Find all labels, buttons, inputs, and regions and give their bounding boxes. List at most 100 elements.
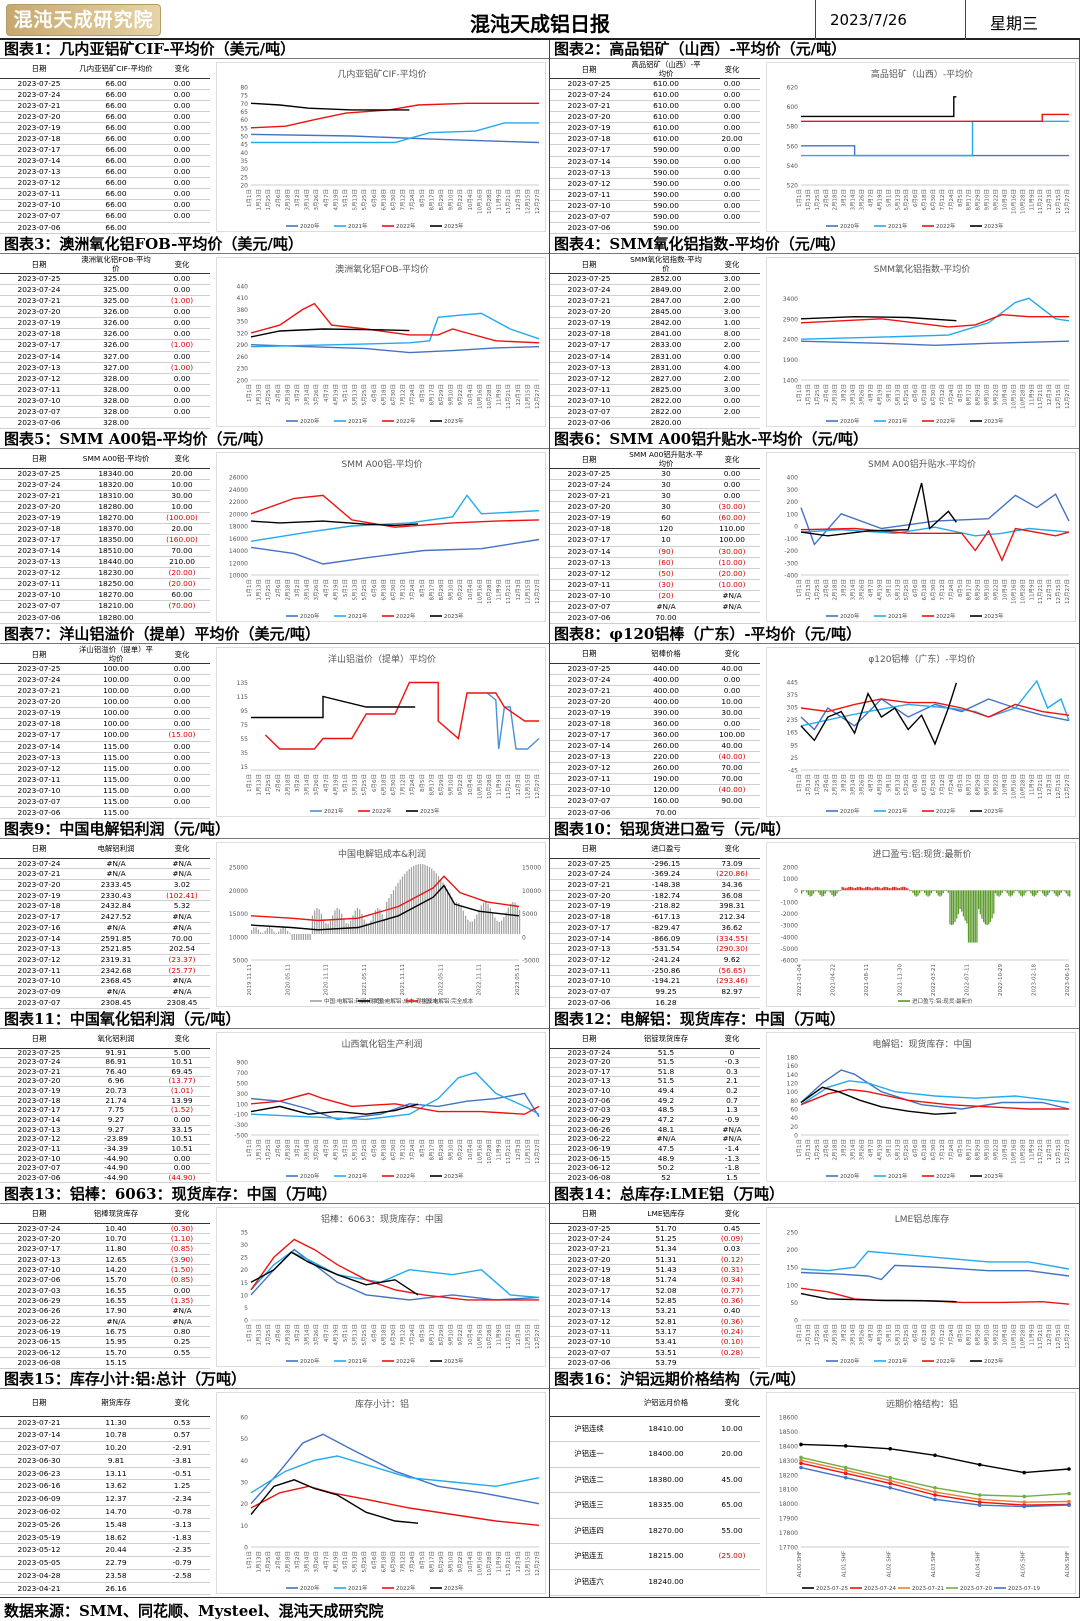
x-tick-label: 7月24日 [409,384,416,406]
y-tick-label: 200 [237,378,249,385]
footer-divider [0,1597,1080,1598]
table-cell: 2023-07-14 [0,351,78,363]
x-tick-label: 6月30日 [390,384,397,406]
x-tick-label: 10月4日 [467,1551,474,1573]
profit-bar [446,889,449,934]
chart-panel: 图表3：澳洲氧化铝FOB-平均价（美元/吨） 日期 澳洲氧化铝FOB-平均价 变化 20… [0,235,550,430]
table-cell: 2023-07-11 [0,965,78,977]
y-tick-label: -400 [784,573,798,580]
panel-title: 图表4：SMM氧化铝指数-平均价（元/吨） [550,235,1079,254]
table-column-header: SMM A00铝升贴水-平均价 [628,450,704,469]
table-cell: 2023-07-21 [0,1416,78,1430]
import-pnl-bar [951,890,953,926]
import-pnl-bar [881,887,884,891]
chart-title: 中国电解铝成本&利润 [338,848,426,860]
import-pnl-bar [1060,890,1062,893]
table-cell: 沪铝连续 [550,1416,628,1443]
legend-label: 2023年 [444,417,464,425]
x-tick-label: 11月21日 [1037,774,1044,799]
table-row: 2023-07-13 53.21 0.40 [550,1305,760,1317]
table-cell: 0.00 [704,674,760,686]
profit-bar [451,897,453,934]
table-cell: -0.51 [154,1467,210,1481]
x-tick-label: 10月4日 [1001,189,1008,211]
table-cell: 66.00 [78,144,154,157]
x-tick-label: 8月29日 [438,1139,445,1161]
table-row: 沪铝连六 18240.00 [550,1569,760,1596]
series-line [250,1092,540,1121]
table-cell: (10.00) [704,557,760,569]
profit-bar [325,923,327,934]
table-row: 2023-07-24 10.40 (0.30) [0,1223,210,1234]
table-cell: 3.00 [704,273,760,286]
table-cell: 30.00 [704,707,760,719]
table-cell: 18.62 [78,1531,154,1545]
import-pnl-bar [1069,890,1071,897]
table-cell: 48.5 [628,1105,704,1116]
table-cell: 2023-07-19 [550,122,628,135]
table-row: 2023-06-15 48.9 -1.3 [550,1154,760,1165]
table-cell: 10.78 [78,1428,154,1443]
x-tick-label: 10月4日 [467,1139,474,1161]
series-line [800,297,1070,340]
table-cell: 2842.00 [628,317,704,330]
table-cell: 沪铝连三 [550,1492,628,1519]
chart-area: 洋山铝溢价（提单）平均价 15 35 55 75 95 115 135 1月1日 1月13日 1月2… [216,647,546,817]
y-tick-label: -1000 [781,899,799,906]
table-cell: 2023-07-13 [0,1254,78,1265]
x-tick-label: 2月6日 [823,189,830,207]
table-cell: 2023-07-06 [0,1274,78,1286]
profit-bar [309,933,311,940]
x-tick-label: 5月25日 [903,1139,910,1161]
table-cell: 2023-07-14 [0,1115,78,1126]
x-tick-label: 5月13日 [894,384,901,406]
table-cell: 115.00 [78,796,154,809]
table-cell: 2023-07-07 [0,406,78,419]
x-tick-label: 3月26日 [859,1324,866,1346]
profit-bar [494,917,496,934]
table-column-header: 几内亚铝矿CIF-平均价 [78,60,154,79]
table-cell: 2023-07-07 [550,795,628,808]
panel-title: 图表9：中国电解铝利润（元/吨） [0,820,549,839]
x-tick-label: 6月6日 [912,189,919,207]
table-row: 2023-07-21 76.40 69.45 [0,1067,210,1078]
table-cell: 66.00 [78,155,154,168]
table-row: 2023-07-12 (50) (20.00) [550,568,760,580]
table-cell: 2023-07-20 [550,1254,628,1265]
x-tick-label: 5月25日 [361,1139,368,1161]
x-tick-label: 2月18日 [832,579,839,601]
legend-label: 中国:电解铝:利润(现货价) [324,997,387,1005]
x-tick-label: 3月26日 [313,1324,320,1346]
table-cell: 0.00 [154,1115,210,1126]
x-tick-label: 10月28日 [1019,384,1026,409]
table-cell: 0.00 [154,351,210,363]
profit-bar [287,930,289,934]
x-tick-label: 1月25日 [265,579,272,601]
table-cell: -182.74 [628,890,704,902]
import-pnl-bar [863,888,865,891]
table-cell [704,222,760,235]
x-tick-label: 1月25日 [814,1324,821,1346]
x-tick-label: 8月5日 [957,579,964,597]
table-cell: 2023-07-11 [550,773,628,786]
x-tick-label: 5月25日 [903,1324,910,1346]
x-tick-label: AL01.SHF [842,1551,848,1577]
x-tick-label: 7月24日 [948,1139,955,1161]
import-pnl-bar [984,890,987,925]
y-tick-label: 50 [790,1300,798,1307]
table-row: 2023-06-30 9.81 -3.81 [0,1454,210,1468]
x-tick-label: 4月7日 [323,189,330,207]
table-row: 2023-07-14 327.00 0.00 [0,351,210,363]
x-tick-label: 4月7日 [867,579,874,597]
profit-bar [419,863,422,934]
import-pnl-bar [1021,890,1024,897]
panel-title: 图表3：澳洲氧化铝FOB-平均价（美元/吨） [0,235,549,254]
table-header-row: 日期 澳洲氧化铝FOB-平均价 变化 [0,255,210,274]
table-row: 2023-06-02 14.70 -0.78 [0,1505,210,1519]
table-cell: -34.39 [78,1144,154,1155]
series-point [1067,1467,1071,1471]
x-tick-label: 12月27日 [534,1551,541,1576]
table-row: 2023-07-17 10 100.00 [550,534,760,547]
import-pnl-bar [917,890,919,896]
